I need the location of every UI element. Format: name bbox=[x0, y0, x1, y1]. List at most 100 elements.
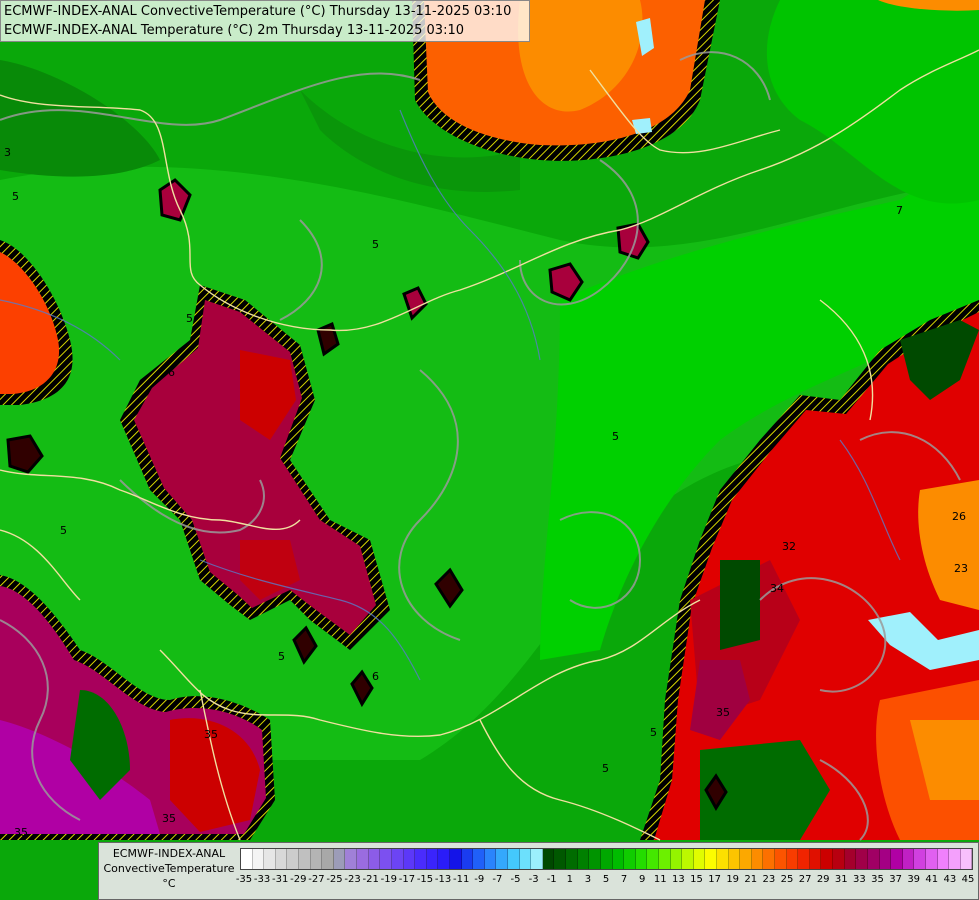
map-title: ECMWF-INDEX-ANAL ConvectiveTemperature (… bbox=[0, 0, 530, 42]
country-borders bbox=[0, 49, 979, 841]
small-warm-cell bbox=[616, 222, 650, 260]
warm-region-west-red bbox=[240, 540, 300, 600]
legend-swatch bbox=[612, 849, 625, 869]
legend-swatch bbox=[891, 849, 903, 869]
legend-swatch bbox=[960, 849, 973, 869]
legend-tick-label: -23 bbox=[344, 874, 361, 885]
legend-tick-label: 7 bbox=[620, 874, 628, 885]
legend-swatch bbox=[496, 849, 509, 869]
contour-label: 5 bbox=[60, 524, 67, 537]
legend-tick-label: 23 bbox=[762, 874, 776, 885]
title-line-convective: ECMWF-INDEX-ANAL ConvectiveTemperature (… bbox=[4, 4, 512, 19]
small-warm-cell bbox=[434, 567, 464, 609]
contour-label: 5 bbox=[372, 238, 379, 251]
legend-tick-label: -27 bbox=[308, 874, 325, 885]
contour-label: 7 bbox=[896, 204, 903, 217]
contour-label: 35 bbox=[204, 728, 218, 741]
legend-swatch bbox=[577, 849, 590, 869]
legend-swatch bbox=[879, 849, 892, 869]
legend-swatch bbox=[670, 849, 683, 869]
green-dark-west bbox=[0, 60, 160, 177]
legend-swatch bbox=[508, 849, 520, 869]
legend-swatch bbox=[600, 849, 613, 869]
legend-swatch bbox=[531, 849, 543, 869]
legend-swatch bbox=[484, 849, 497, 869]
contour-label: 35 bbox=[162, 812, 176, 825]
rivers bbox=[0, 109, 901, 681]
legend-swatch bbox=[368, 849, 381, 869]
legend-tick-label: -17 bbox=[398, 874, 416, 885]
legend-tick-label: 25 bbox=[780, 874, 794, 885]
green-patch bbox=[70, 690, 130, 800]
warm-region-southwest-red bbox=[170, 718, 260, 832]
small-warm-cell bbox=[704, 773, 728, 811]
legend-swatch bbox=[647, 849, 659, 869]
legend-tick-label: -19 bbox=[380, 874, 397, 885]
legend-tick-label: 1 bbox=[566, 874, 573, 885]
legend-swatch bbox=[925, 849, 938, 869]
legend-swatch bbox=[426, 849, 439, 869]
legend-swatch bbox=[287, 849, 300, 869]
warm-region-southeast-core bbox=[910, 720, 979, 800]
contour-label: 5 bbox=[602, 762, 609, 775]
warm-region-southwest-magenta bbox=[0, 720, 160, 834]
legend-swatch bbox=[902, 849, 915, 869]
legend-tick-label: 19 bbox=[726, 874, 740, 885]
contour-labels: 5 5 5 6 5 5 5 5 6 35 35 35 35 23 26 34 3… bbox=[4, 146, 968, 839]
green-east-bright bbox=[540, 150, 979, 660]
legend-swatch bbox=[693, 849, 706, 869]
legend-swatch bbox=[554, 849, 567, 869]
legend-unit: °C bbox=[162, 877, 176, 890]
legend-swatch bbox=[333, 849, 346, 869]
green-patch bbox=[700, 740, 830, 840]
legend-swatch bbox=[705, 849, 717, 869]
warm-region-west-red bbox=[240, 350, 296, 440]
legend-swatch bbox=[949, 849, 961, 869]
legend-tick-label: 9 bbox=[639, 874, 646, 885]
legend-tick-label: 45 bbox=[961, 874, 975, 885]
legend-tick-label: 41 bbox=[925, 874, 939, 885]
legend-swatch bbox=[740, 849, 752, 869]
legend-swatch bbox=[449, 849, 462, 869]
contour-label: 35 bbox=[14, 826, 28, 839]
legend-tick-label: 43 bbox=[943, 874, 957, 885]
contour-label: 26 bbox=[952, 510, 966, 523]
legend-tick-label: -13 bbox=[434, 874, 452, 885]
legend-swatch bbox=[658, 849, 671, 869]
legend-tick-label: 15 bbox=[690, 874, 703, 885]
legend-tick-label: 3 bbox=[584, 874, 592, 885]
contour-label: 6 bbox=[168, 366, 175, 379]
small-warm-cell bbox=[316, 321, 340, 357]
legend-tick-label: -3 bbox=[528, 874, 539, 885]
legend-swatch bbox=[775, 849, 787, 869]
legend-model-name: ECMWF-INDEX-ANAL bbox=[112, 847, 226, 860]
legend-swatch bbox=[682, 849, 694, 869]
legend-tick-label: -5 bbox=[510, 874, 521, 885]
legend-swatch bbox=[391, 849, 404, 869]
legend-tick-label: -9 bbox=[474, 874, 485, 885]
contour-label: 5 bbox=[650, 726, 657, 739]
legend-swatch bbox=[542, 849, 555, 869]
warm-region-east-orange bbox=[918, 480, 979, 610]
small-warm-cell bbox=[350, 669, 374, 708]
legend-swatch bbox=[241, 849, 253, 869]
legend-swatch bbox=[716, 849, 729, 869]
legend-swatch bbox=[403, 849, 416, 869]
color-legend: ECMWF-INDEX-ANAL ConvectiveTemperature °… bbox=[98, 842, 979, 900]
legend-swatch bbox=[252, 849, 265, 869]
legend-variable-name: ConvectiveTemperature bbox=[103, 862, 235, 875]
small-warm-cell bbox=[6, 434, 44, 474]
legend-tick-label: -11 bbox=[453, 874, 470, 885]
legend-tick-label: -31 bbox=[272, 874, 289, 885]
legend-swatch bbox=[415, 849, 427, 869]
legend-ticks: -35 -33 -31 -29 -27 -25 -23 -21 -19 -17 -15 -13 -11-… bbox=[236, 874, 976, 888]
green-dark-north bbox=[300, 90, 520, 192]
legend-swatch bbox=[844, 849, 857, 869]
legend-tick-label: 13 bbox=[672, 874, 685, 885]
green-patch bbox=[720, 560, 760, 650]
legend-tick-label: -33 bbox=[253, 874, 271, 885]
legend-swatch bbox=[461, 849, 474, 869]
warm-region-northwest bbox=[0, 252, 60, 394]
contour-label: 23 bbox=[954, 562, 968, 575]
